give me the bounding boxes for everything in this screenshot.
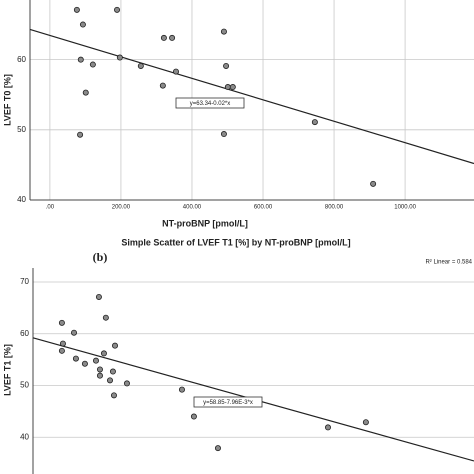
point xyxy=(370,180,377,187)
y-tick-label: 60 xyxy=(20,329,29,338)
point xyxy=(224,84,231,91)
point xyxy=(89,61,96,68)
equation-box xyxy=(175,97,245,109)
equation-box xyxy=(193,396,263,408)
x-tick-label: 600.00 xyxy=(254,205,273,211)
point xyxy=(190,413,197,420)
x-axis-label: NT-proBNP [pmol/L] xyxy=(162,218,248,228)
point xyxy=(81,360,88,367)
point xyxy=(178,386,185,393)
point xyxy=(77,131,84,138)
x-tick-label: 400.00 xyxy=(183,205,202,211)
point xyxy=(95,293,102,300)
point xyxy=(362,419,369,426)
point xyxy=(96,366,103,373)
point xyxy=(172,68,179,75)
y-tick-label: 50 xyxy=(20,381,29,390)
point xyxy=(223,62,230,69)
point xyxy=(229,84,236,91)
point xyxy=(169,34,176,41)
point xyxy=(73,6,80,13)
point xyxy=(110,392,117,399)
panel-label: (b) xyxy=(93,250,108,264)
x-tick-label: 800.00 xyxy=(325,205,344,211)
point xyxy=(58,347,65,354)
point xyxy=(77,56,84,63)
point xyxy=(220,28,227,35)
point xyxy=(311,119,318,126)
point xyxy=(59,340,66,347)
x-tick-label: 200.00 xyxy=(112,205,131,211)
point xyxy=(72,355,79,362)
y-tick-label: 70 xyxy=(20,277,29,286)
y-tick-label: 60 xyxy=(17,55,26,64)
equation-label: y=63.34-0.02*x xyxy=(190,101,231,107)
point xyxy=(102,314,109,321)
point xyxy=(92,357,99,364)
fit-line xyxy=(29,28,474,165)
x-tick-label: .00 xyxy=(46,205,55,211)
point xyxy=(79,21,86,28)
point xyxy=(137,62,144,69)
y-tick-label: 40 xyxy=(20,432,29,441)
point xyxy=(123,380,130,387)
point xyxy=(106,377,113,384)
y-axis-label: LVEF T0 [%] xyxy=(2,74,12,126)
r2-label: R² Linear = 0.584 xyxy=(425,260,472,266)
point xyxy=(82,89,89,96)
point xyxy=(109,368,116,375)
x-tick-label: 1000.00 xyxy=(394,205,416,211)
point xyxy=(214,445,221,452)
point xyxy=(116,54,123,61)
point xyxy=(220,131,227,138)
equation-label: y=58.85-7.96E-3*x xyxy=(203,400,253,406)
point xyxy=(112,342,119,349)
chart-title: Simple Scatter of LVEF T1 [%] by NT-proB… xyxy=(121,237,350,247)
point xyxy=(71,329,78,336)
y-tick-label: 40 xyxy=(17,195,26,204)
point xyxy=(324,424,331,431)
point xyxy=(114,6,121,13)
point xyxy=(96,372,103,379)
point xyxy=(100,350,107,357)
y-axis-label: LVEF T1 [%] xyxy=(2,344,12,396)
point xyxy=(159,82,166,89)
point xyxy=(160,34,167,41)
point xyxy=(58,319,65,326)
y-tick-label: 50 xyxy=(17,125,26,134)
